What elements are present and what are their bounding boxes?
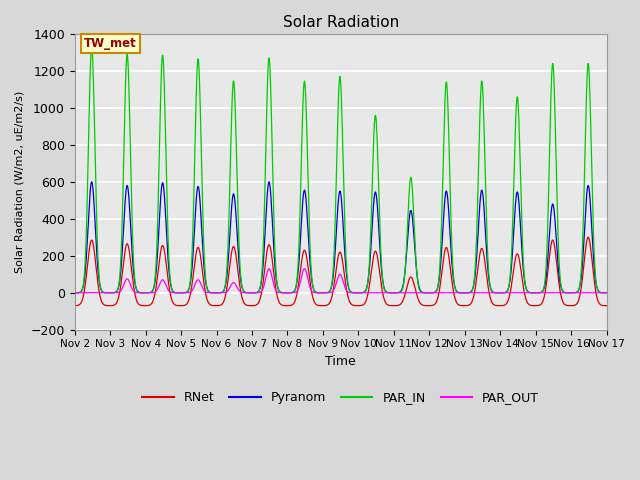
- Legend: RNet, Pyranom, PAR_IN, PAR_OUT: RNet, Pyranom, PAR_IN, PAR_OUT: [138, 386, 544, 409]
- Text: TW_met: TW_met: [84, 37, 137, 50]
- Y-axis label: Solar Radiation (W/m2, uE/m2/s): Solar Radiation (W/m2, uE/m2/s): [15, 91, 25, 273]
- Title: Solar Radiation: Solar Radiation: [282, 15, 399, 30]
- X-axis label: Time: Time: [325, 355, 356, 368]
